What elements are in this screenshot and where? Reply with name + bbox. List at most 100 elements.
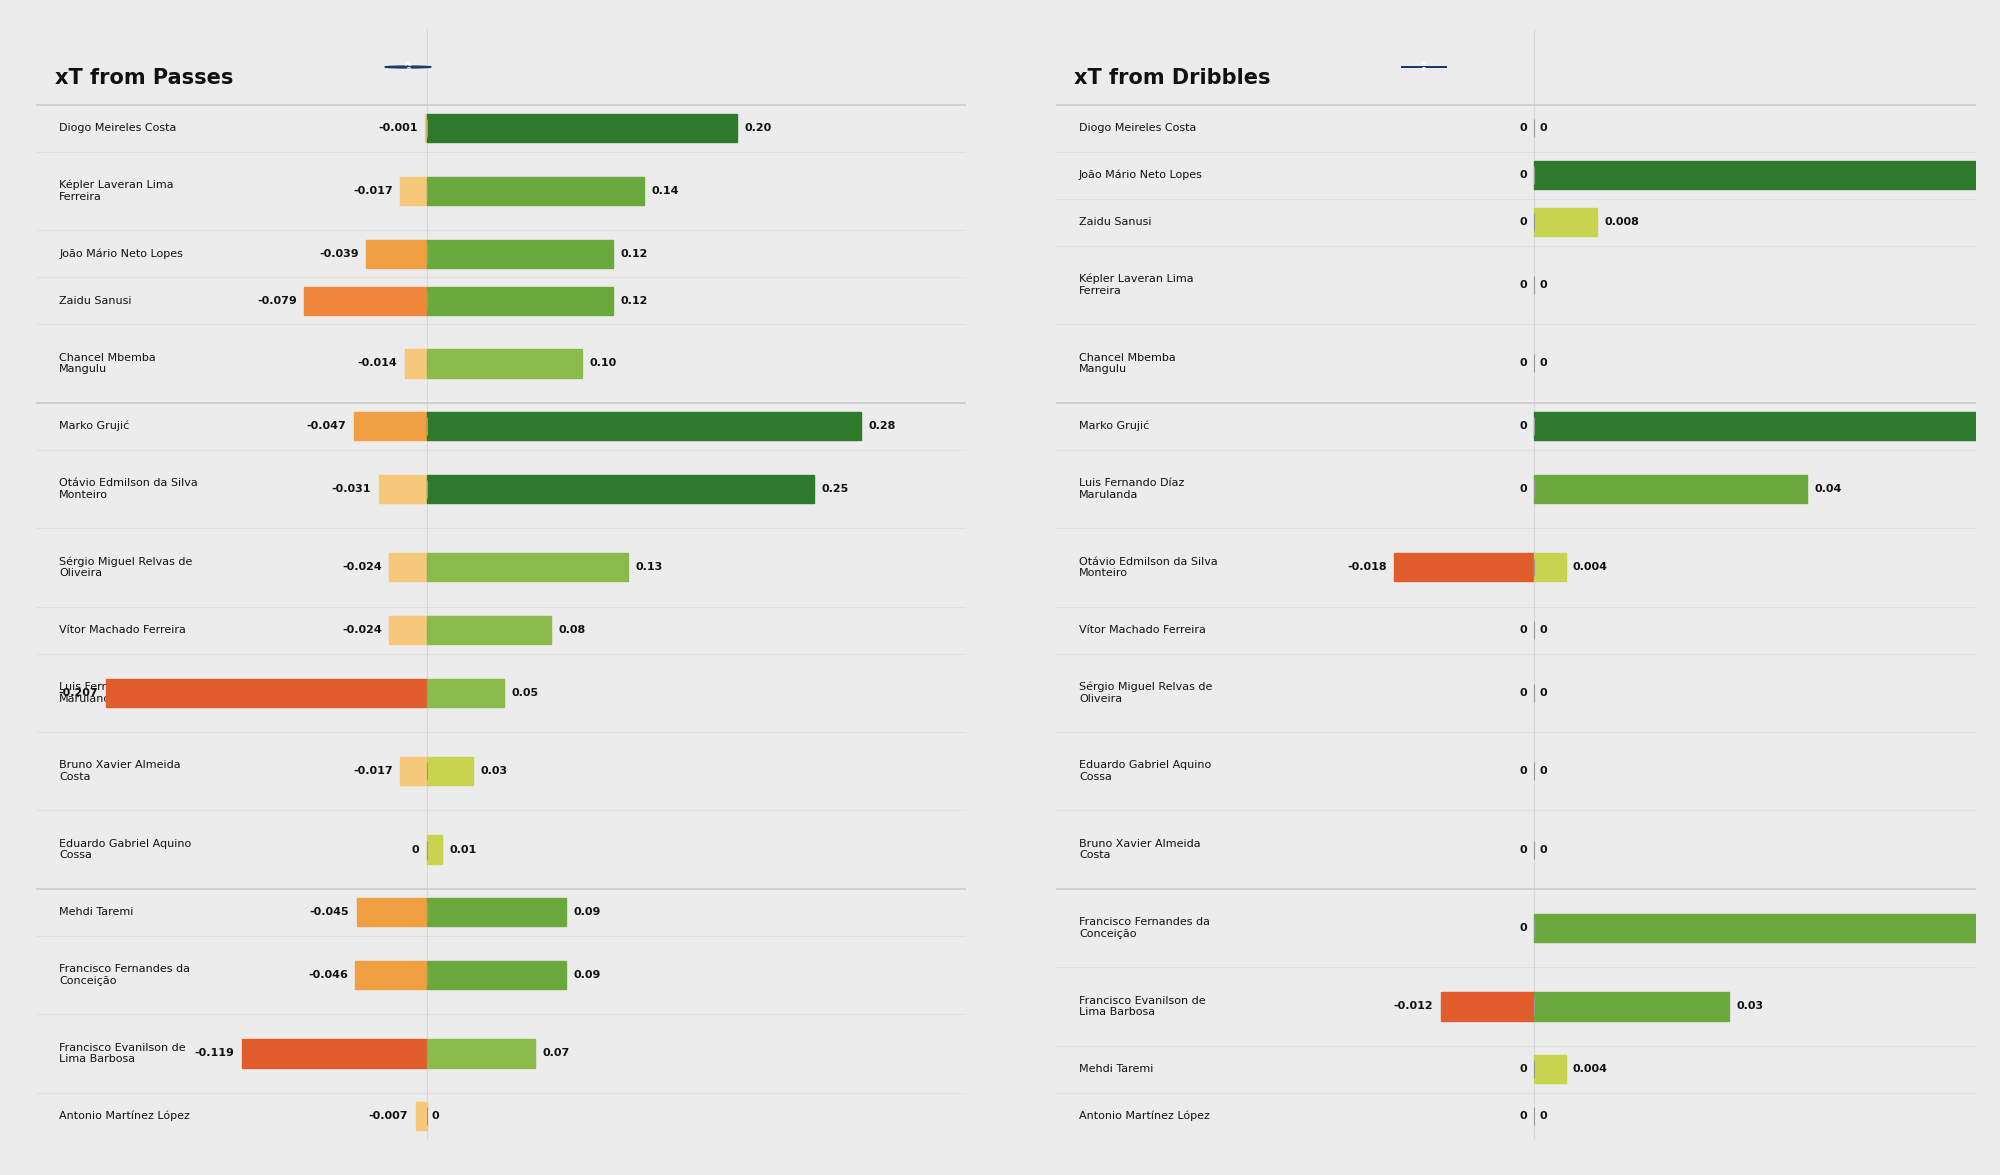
Text: -0.014: -0.014 xyxy=(358,358,398,369)
Text: Francisco Evanilson de
Lima Barbosa: Francisco Evanilson de Lima Barbosa xyxy=(1080,995,1206,1018)
Text: 0: 0 xyxy=(1520,280,1528,290)
Text: Luis Fernando Díaz
Marulanda: Luis Fernando Díaz Marulanda xyxy=(1080,478,1184,499)
Bar xyxy=(1534,553,1566,582)
Bar xyxy=(390,616,426,644)
Text: 0.07: 0.07 xyxy=(542,1048,570,1059)
Text: -0.045: -0.045 xyxy=(310,907,350,918)
Text: -0.024: -0.024 xyxy=(342,563,382,572)
Bar xyxy=(426,412,860,441)
Text: 0.008: 0.008 xyxy=(1604,217,1640,227)
Text: FC
P: FC P xyxy=(1420,61,1428,73)
Text: João Mário Neto Lopes: João Mário Neto Lopes xyxy=(60,248,184,258)
Bar xyxy=(416,1102,426,1130)
Text: -0.039: -0.039 xyxy=(320,249,358,258)
Text: 0: 0 xyxy=(432,1112,438,1121)
Bar xyxy=(390,553,426,582)
Bar xyxy=(426,616,550,644)
Text: Eduardo Gabriel Aquino
Cossa: Eduardo Gabriel Aquino Cossa xyxy=(60,839,192,860)
Bar xyxy=(426,176,644,204)
Text: -0.207: -0.207 xyxy=(58,687,98,698)
Text: Chancel Mbemba
Mangulu: Chancel Mbemba Mangulu xyxy=(60,352,156,374)
Text: Mehdi Taremi: Mehdi Taremi xyxy=(1080,1065,1154,1074)
Text: 0.25: 0.25 xyxy=(822,484,848,494)
Text: 0: 0 xyxy=(1540,766,1546,777)
Text: Diogo Meireles Costa: Diogo Meireles Costa xyxy=(60,123,176,133)
Text: 0: 0 xyxy=(1540,687,1546,698)
Text: -0.017: -0.017 xyxy=(354,186,392,196)
Text: Luis Fernando Díaz
Marulanda: Luis Fernando Díaz Marulanda xyxy=(60,682,164,704)
Text: 0: 0 xyxy=(1520,421,1528,431)
Bar xyxy=(426,961,566,989)
Bar xyxy=(400,176,426,204)
Text: Zaidu Sanusi: Zaidu Sanusi xyxy=(60,296,132,306)
Text: 0.10: 0.10 xyxy=(590,358,616,369)
Text: Mehdi Taremi: Mehdi Taremi xyxy=(60,907,134,918)
Text: Otávio Edmilson da Silva
Monteiro: Otávio Edmilson da Silva Monteiro xyxy=(1080,557,1218,578)
Text: -0.007: -0.007 xyxy=(368,1112,408,1121)
Text: 0.03: 0.03 xyxy=(1736,1001,1764,1012)
Text: 0: 0 xyxy=(1520,358,1528,369)
Text: Sérgio Miguel Relvas de
Oliveira: Sérgio Miguel Relvas de Oliveira xyxy=(60,556,192,578)
Bar xyxy=(426,287,612,315)
Bar xyxy=(1534,993,1730,1021)
Text: Bruno Xavier Almeida
Costa: Bruno Xavier Almeida Costa xyxy=(1080,839,1200,860)
Bar xyxy=(1534,914,2000,942)
Text: 0.05: 0.05 xyxy=(512,687,538,698)
Text: 0: 0 xyxy=(1540,1112,1546,1121)
Bar xyxy=(356,961,426,989)
Bar xyxy=(366,240,426,268)
Bar xyxy=(1534,475,1808,503)
Text: Chancel Mbemba
Mangulu: Chancel Mbemba Mangulu xyxy=(1080,352,1176,374)
Text: Képler Laveran Lima
Ferreira: Képler Laveran Lima Ferreira xyxy=(60,180,174,202)
Text: Francisco Evanilson de
Lima Barbosa: Francisco Evanilson de Lima Barbosa xyxy=(60,1042,186,1065)
Bar xyxy=(378,475,426,503)
Text: 0: 0 xyxy=(1520,845,1528,854)
Bar xyxy=(354,412,426,441)
Bar xyxy=(426,835,442,864)
Text: Zaidu Sanusi: Zaidu Sanusi xyxy=(1080,217,1152,227)
Text: Francisco Fernandes da
Conceição: Francisco Fernandes da Conceição xyxy=(60,965,190,986)
Text: -0.031: -0.031 xyxy=(332,484,372,494)
Text: 0.004: 0.004 xyxy=(1572,1065,1608,1074)
Text: 0.14: 0.14 xyxy=(652,186,678,196)
Bar xyxy=(426,240,612,268)
Text: 0.12: 0.12 xyxy=(620,296,648,306)
Text: FC
P: FC P xyxy=(404,61,412,73)
Text: 0.09: 0.09 xyxy=(574,971,600,980)
Text: 0.03: 0.03 xyxy=(480,766,508,777)
Text: Képler Laveran Lima
Ferreira: Képler Laveran Lima Ferreira xyxy=(1080,274,1194,296)
Text: 0: 0 xyxy=(1540,625,1546,634)
Text: 0.04: 0.04 xyxy=(1814,484,1842,494)
Text: -0.018: -0.018 xyxy=(1348,563,1386,572)
Bar xyxy=(1534,208,1596,236)
Text: xT from Dribbles: xT from Dribbles xyxy=(1074,68,1270,88)
Text: Marko Grujić: Marko Grujić xyxy=(1080,421,1150,431)
Bar xyxy=(1440,993,1534,1021)
Text: 0: 0 xyxy=(1520,217,1528,227)
Text: 0: 0 xyxy=(1520,687,1528,698)
Text: 0: 0 xyxy=(1540,280,1546,290)
Bar xyxy=(242,1040,426,1068)
Text: 0.004: 0.004 xyxy=(1572,563,1608,572)
Bar xyxy=(426,349,582,377)
Text: 0.08: 0.08 xyxy=(558,625,586,634)
Bar xyxy=(1534,1055,1566,1083)
Text: 0: 0 xyxy=(1520,924,1528,933)
Circle shape xyxy=(384,66,432,68)
Bar xyxy=(1534,412,2000,441)
Text: 0: 0 xyxy=(1520,625,1528,634)
Text: Eduardo Gabriel Aquino
Cossa: Eduardo Gabriel Aquino Cossa xyxy=(1080,760,1212,783)
Text: 0: 0 xyxy=(1520,766,1528,777)
Text: -0.012: -0.012 xyxy=(1394,1001,1434,1012)
Text: 0: 0 xyxy=(1540,358,1546,369)
Text: Marko Grujić: Marko Grujić xyxy=(60,421,130,431)
Bar xyxy=(1534,161,2000,189)
Bar xyxy=(426,898,566,926)
Text: 0.09: 0.09 xyxy=(574,907,600,918)
Text: 0.01: 0.01 xyxy=(450,845,476,854)
Text: 0: 0 xyxy=(412,845,420,854)
Text: -0.046: -0.046 xyxy=(308,971,348,980)
Text: -0.017: -0.017 xyxy=(354,766,392,777)
Text: 0: 0 xyxy=(1520,123,1528,133)
Text: Vítor Machado Ferreira: Vítor Machado Ferreira xyxy=(1080,625,1206,634)
